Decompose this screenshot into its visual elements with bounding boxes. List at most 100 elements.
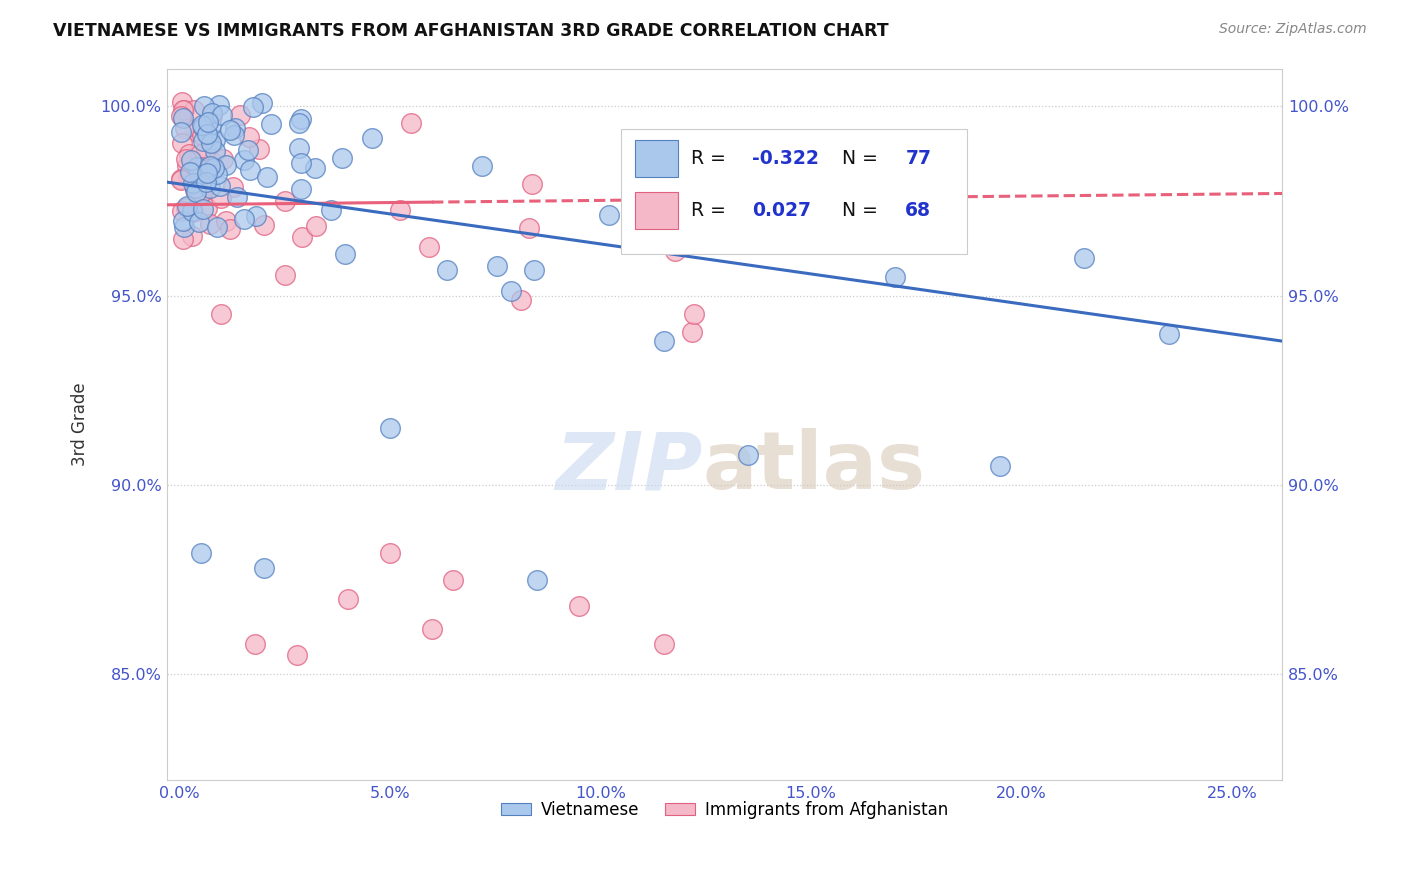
Point [652,637,675,651]
Point [191,128,214,142]
Point [184,124,207,138]
Point [195,166,218,180]
Point [214,214,236,228]
Point [388,203,411,218]
Point [195,201,218,215]
Point [236,144,259,158]
Text: ZIP: ZIP [555,428,702,506]
Point [288,116,311,130]
Point [291,230,314,244]
Point [245,637,267,651]
Point [242,100,264,114]
Point [181,228,204,243]
Point [204,145,226,159]
Y-axis label: 3rd Grade: 3rd Grade [72,383,89,467]
Point [205,219,228,234]
Point [485,259,508,273]
Point [988,458,1011,473]
Point [201,155,224,169]
Point [172,112,194,126]
Point [598,208,620,222]
Point [441,573,464,587]
Point [245,209,267,223]
Point [208,178,231,193]
Point [172,213,194,227]
Point [176,159,198,173]
Point [200,118,222,132]
Point [664,244,686,259]
Point [174,152,197,166]
Point [378,546,401,560]
Point [190,186,212,200]
Point [190,146,212,161]
Point [170,172,193,186]
Point [173,103,195,118]
Point [361,131,384,145]
Point [202,161,225,176]
Point [170,125,193,139]
Point [420,622,443,636]
Point [181,177,204,191]
Text: -0.322: -0.322 [752,150,820,169]
Point [652,334,675,348]
Point [194,143,217,157]
Point [1073,251,1095,265]
Point [681,325,703,339]
FancyBboxPatch shape [621,129,966,253]
Point [232,211,254,226]
Point [218,222,240,236]
Point [170,95,193,110]
Point [336,591,359,606]
Point [195,127,218,141]
Point [184,181,207,195]
Point [204,133,226,147]
Point [179,165,201,179]
Point [509,293,531,307]
Point [378,421,401,435]
Point [184,185,207,199]
Point [399,116,422,130]
Point [239,162,262,177]
Point [290,156,312,170]
Point [187,215,209,229]
Text: 68: 68 [905,202,931,220]
Point [884,269,907,284]
Point [683,307,706,321]
Text: N =: N = [842,202,883,220]
Point [305,219,328,233]
FancyBboxPatch shape [636,140,678,178]
Point [526,573,548,587]
Point [215,158,238,172]
Text: N =: N = [842,150,883,169]
Point [418,240,440,254]
Point [173,220,195,235]
Point [174,201,197,215]
Point [183,103,205,117]
Point [209,307,232,321]
Point [253,561,276,575]
Text: R =: R = [692,150,733,169]
Point [522,177,544,191]
Point [200,136,222,150]
Point [177,147,200,161]
Point [180,169,202,184]
Point [197,115,219,129]
Text: 77: 77 [905,150,931,169]
Point [209,190,232,204]
Point [304,161,326,175]
Point [287,648,309,663]
Point [198,159,221,173]
Point [172,103,194,117]
Point [222,128,245,143]
Point [648,168,671,182]
Point [170,136,193,150]
Text: R =: R = [692,202,738,220]
Point [181,204,204,219]
Point [197,129,219,144]
Point [222,180,245,194]
Point [176,199,198,213]
Point [191,202,214,216]
Point [170,173,193,187]
Point [212,152,235,166]
Point [190,160,212,174]
